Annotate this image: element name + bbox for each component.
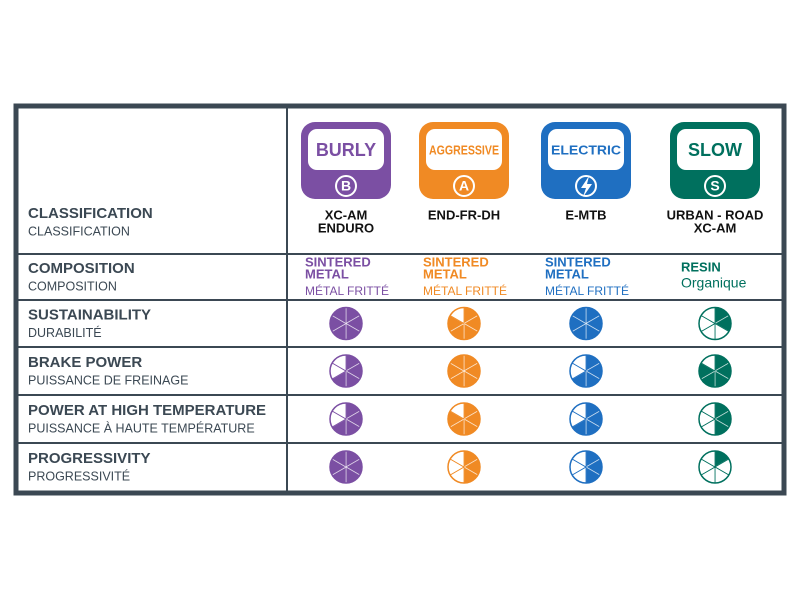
composition-main: METAL (545, 266, 589, 281)
badge-circle (335, 175, 357, 197)
classification: ENDURO (318, 220, 374, 235)
row-label: SUSTAINABILITY (28, 306, 151, 323)
badge-name: BURLY (316, 140, 376, 160)
row-label: CLASSIFICATION (28, 205, 153, 222)
classification: XC-AM (694, 220, 737, 235)
pie-outline (569, 450, 603, 484)
rating-pie (569, 354, 603, 388)
badge-letter: B (341, 178, 351, 194)
rating-pie (329, 306, 363, 341)
rating-pie (447, 450, 481, 484)
pie-outline (329, 450, 363, 484)
pie-outline (329, 354, 363, 388)
pie-outline (329, 306, 363, 341)
badge-name: AGGRESSIVE (429, 142, 499, 157)
composition-main: RESIN (681, 259, 721, 274)
badge-inner (308, 129, 384, 170)
bolt-icon (581, 176, 592, 197)
row-label-fr: COMPOSITION (28, 279, 117, 293)
composition-main: SINTERED (423, 254, 489, 269)
rating-pie (329, 402, 363, 436)
composition-main: SINTERED (305, 254, 371, 269)
composition-main: SINTERED (545, 254, 611, 269)
classification: END-FR-DH (428, 207, 500, 222)
badge-letter: A (459, 178, 469, 194)
row-label-fr: PUISSANCE À HAUTE TEMPÉRATURE (28, 420, 255, 435)
pie-outline (569, 354, 603, 388)
badge-name: ELECTRIC (551, 142, 622, 157)
row-label-fr: CLASSIFICATION (28, 224, 130, 238)
rating-pie (698, 306, 732, 341)
rating-pie (569, 450, 603, 484)
rating-pie (447, 402, 481, 436)
row-label-fr: DURABILITÉ (28, 325, 102, 340)
badge-name: SLOW (688, 140, 742, 160)
pie-outline (569, 306, 603, 341)
classification: URBAN - ROAD (667, 207, 764, 222)
pie-outline (698, 450, 732, 484)
composition-main: METAL (305, 266, 349, 281)
badge-inner (426, 129, 502, 170)
pie-outline (447, 402, 481, 436)
pie-outline (329, 402, 363, 436)
badge-inner (677, 129, 753, 170)
badge-letter: S (710, 178, 719, 194)
composition-main: METAL (423, 266, 467, 281)
badge-circle (704, 175, 726, 197)
pie-outline (698, 354, 732, 388)
row-label: BRAKE POWER (28, 354, 142, 371)
rating-pie (329, 354, 363, 388)
rating-pie (698, 354, 732, 388)
classification: E-MTB (565, 207, 606, 222)
pie-outline (447, 306, 481, 341)
pie-outline (569, 402, 603, 436)
rating-pie (569, 402, 603, 436)
rating-pie (698, 402, 732, 436)
rating-pie (569, 306, 603, 341)
rating-pie (447, 306, 481, 341)
badge-inner (548, 129, 624, 170)
composition-sub: MÉTAL FRITTÉ (545, 283, 629, 298)
composition-sub: Organique (681, 275, 747, 291)
pie-outline (447, 354, 481, 388)
pie-outline (698, 402, 732, 436)
row-label-fr: PUISSANCE DE FREINAGE (28, 373, 188, 387)
row-label: POWER AT HIGH TEMPERATURE (28, 402, 266, 419)
row-label: COMPOSITION (28, 260, 135, 277)
rating-pie (698, 450, 732, 484)
row-label-fr: PROGRESSIVITÉ (28, 468, 130, 483)
rating-pie (447, 354, 481, 388)
pie-outline (698, 306, 732, 341)
badge-circle (453, 175, 475, 197)
classification: XC-AM (325, 207, 368, 222)
composition-sub: MÉTAL FRITTÉ (305, 283, 389, 298)
pie-outline (447, 450, 481, 484)
composition-sub: MÉTAL FRITTÉ (423, 283, 507, 298)
row-label: PROGRESSIVITY (28, 450, 151, 467)
rating-pie (329, 450, 363, 484)
badge-circle (575, 175, 597, 197)
